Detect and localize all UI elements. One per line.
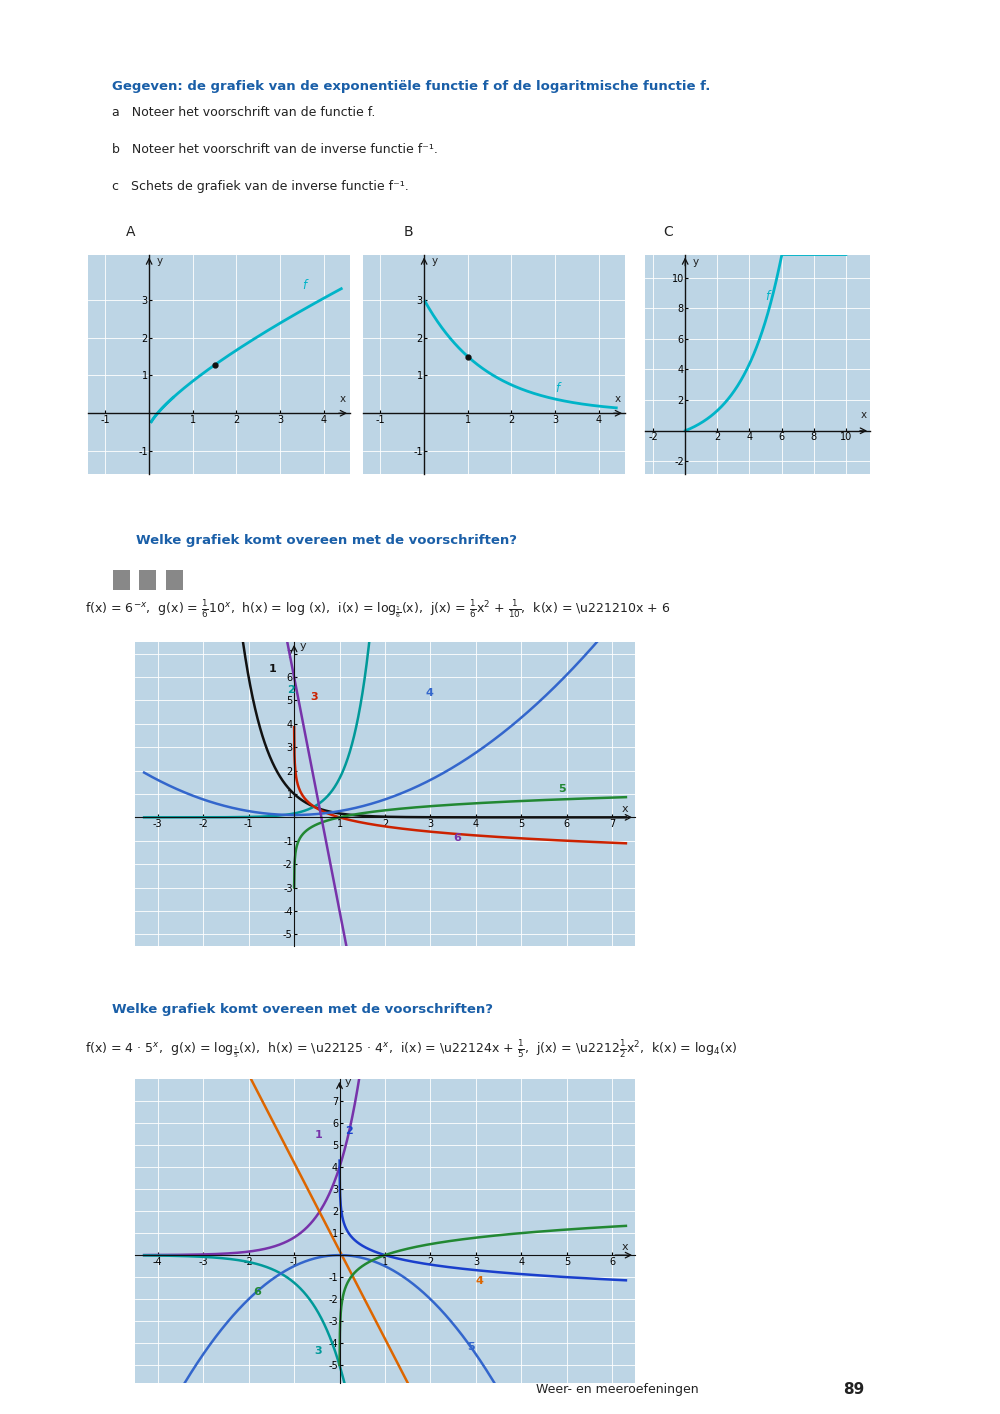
Text: 4: 4 xyxy=(944,747,964,773)
Text: 89: 89 xyxy=(843,1381,864,1397)
Text: 3: 3 xyxy=(310,693,318,703)
Text: y: y xyxy=(345,1077,352,1087)
Text: c   Schets de grafiek van de inverse functie f⁻¹.: c Schets de grafiek van de inverse funct… xyxy=(112,180,409,192)
Text: Welke grafiek komt overeen met de voorschriften?: Welke grafiek komt overeen met de voorsc… xyxy=(136,533,517,547)
Bar xyxy=(113,570,130,590)
Text: x: x xyxy=(861,410,867,420)
Text: a   Noteer het voorschrift van de functie f.: a Noteer het voorschrift van de functie … xyxy=(112,106,375,119)
Text: 3: 3 xyxy=(315,1346,322,1356)
Text: 5: 5 xyxy=(558,783,565,793)
Text: x: x xyxy=(621,803,628,813)
Text: y: y xyxy=(300,641,306,650)
Text: Weer- en meeroefeningen: Weer- en meeroefeningen xyxy=(536,1383,699,1396)
Text: 2: 2 xyxy=(287,686,295,696)
Text: y: y xyxy=(693,257,699,267)
Text: x: x xyxy=(621,1241,628,1251)
Text: S: S xyxy=(77,78,87,92)
Text: 6: 6 xyxy=(453,833,461,843)
Text: f: f xyxy=(302,279,306,291)
Text: A: A xyxy=(126,225,136,239)
Text: 6: 6 xyxy=(253,1287,261,1297)
Text: b   Noteer het voorschrift van de inverse functie f⁻¹.: b Noteer het voorschrift van de inverse … xyxy=(112,143,438,156)
Text: C: C xyxy=(664,225,673,239)
Text: f(x) = 4 · 5$^x$,  g(x) = log$_{\frac{1}{5}}$(x),  h(x) = \u22125 · 4$^x$,  i(x): f(x) = 4 · 5$^x$, g(x) = log$_{\frac{1}{… xyxy=(85,1039,738,1060)
Text: y: y xyxy=(432,256,438,266)
Text: 2: 2 xyxy=(345,1126,353,1135)
Text: x: x xyxy=(340,395,346,404)
Bar xyxy=(166,570,183,590)
Bar xyxy=(139,570,156,590)
Text: y: y xyxy=(157,256,163,266)
Text: Gegeven: de grafiek van de exponentiële functie f of de logaritmische functie f.: Gegeven: de grafiek van de exponentiële … xyxy=(112,79,710,93)
Text: 13G: 13G xyxy=(78,532,108,546)
Text: f(x) = 6$^{-x}$,  g(x) = $\frac{1}{6}$10$^x$,  h(x) = log (x),  i(x) = log$_{\fr: f(x) = 6$^{-x}$, g(x) = $\frac{1}{6}$10$… xyxy=(85,600,670,621)
Text: 5: 5 xyxy=(467,1342,474,1352)
Text: Welke grafiek komt overeen met de voorschriften?: Welke grafiek komt overeen met de voorsc… xyxy=(112,1003,493,1017)
Text: 4: 4 xyxy=(426,687,434,697)
Text: 1: 1 xyxy=(315,1130,322,1140)
Text: f: f xyxy=(766,290,770,304)
Text: S: S xyxy=(77,1001,87,1015)
Text: 4: 4 xyxy=(476,1275,484,1285)
Text: B: B xyxy=(403,225,413,239)
Text: f: f xyxy=(555,382,559,396)
Text: x: x xyxy=(615,395,621,404)
Text: 1: 1 xyxy=(269,665,277,674)
